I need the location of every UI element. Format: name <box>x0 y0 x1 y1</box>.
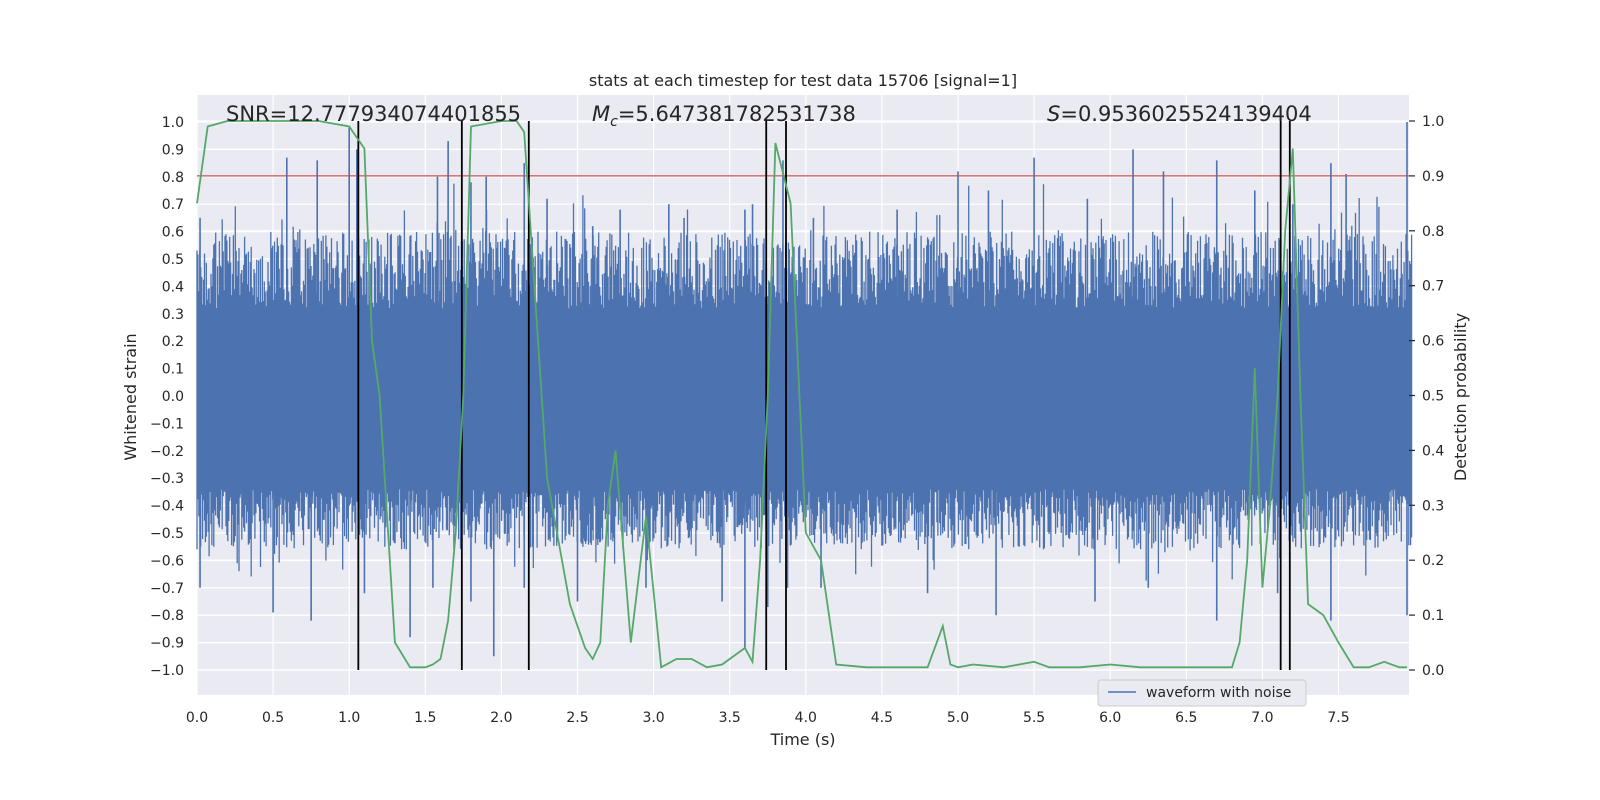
y-right-tick-label: 0.2 <box>1422 553 1444 569</box>
y-left-tick-label: −1.0 <box>150 663 184 679</box>
y-right-axis-ticks: 1.0 0.9 0.8 0.7 0.6 0.5 0.4 0.3 0.2 0.1 0.0 <box>1409 114 1444 679</box>
x-tick-label: 2.5 <box>566 710 588 726</box>
y-left-tick-label: 0.6 <box>162 225 184 241</box>
y-right-tick-label: 0.7 <box>1422 279 1444 295</box>
x-tick-label: 6.5 <box>1175 710 1197 726</box>
chirp-mass-subscript: c <box>610 114 618 130</box>
x-tick-label: 4.0 <box>795 710 817 726</box>
x-tick-label: 4.5 <box>871 710 893 726</box>
y-left-tick-label: 0.5 <box>162 252 184 268</box>
x-tick-label: 0.0 <box>186 710 208 726</box>
x-tick-label: 6.0 <box>1099 710 1121 726</box>
y-left-axis-ticks: 1.0 0.9 0.8 0.7 0.6 0.5 0.4 0.3 0.2 0.1 0.0 −0.1 −0.… <box>150 115 184 679</box>
x-tick-label: 7.5 <box>1327 710 1349 726</box>
y-left-tick-label: 1.0 <box>162 115 184 131</box>
chirp-mass-annotation: Mc=5.647381782531738 <box>592 102 856 130</box>
s-statistic-value: =0.9536025524139404 <box>1060 102 1311 126</box>
legend-label: waveform with noise <box>1146 685 1291 701</box>
x-tick-label: 3.5 <box>719 710 741 726</box>
y-left-tick-label: 0.0 <box>162 389 184 405</box>
s-statistic-symbol: S <box>1047 102 1060 126</box>
y-left-tick-label: 0.8 <box>162 170 184 186</box>
snr-annotation: SNR=12.777934074401855 <box>226 102 521 126</box>
probability-line <box>196 120 1407 669</box>
y-right-axis-label: Detection probability <box>1451 313 1470 481</box>
y-left-tick-label: 0.2 <box>162 334 184 350</box>
y-left-tick-label: 0.9 <box>162 142 184 158</box>
x-axis-label: Time (s) <box>769 730 835 749</box>
y-left-tick-label: −0.3 <box>150 471 184 487</box>
y-right-tick-label: 0.1 <box>1422 608 1444 624</box>
y-left-tick-label: 0.7 <box>162 197 184 213</box>
y-right-tick-label: 1.0 <box>1422 114 1444 130</box>
chirp-mass-symbol: M <box>592 102 610 126</box>
y-left-tick-label: 0.3 <box>162 307 184 323</box>
y-left-tick-label: −0.7 <box>150 581 184 597</box>
waveform-series <box>196 122 1413 657</box>
y-left-tick-label: 0.4 <box>162 279 184 295</box>
probability-series <box>196 120 1407 669</box>
chart-title: stats at each timestep for test data 157… <box>589 71 1017 90</box>
x-tick-label: 3.0 <box>642 710 664 726</box>
x-tick-label: 1.5 <box>414 710 436 726</box>
y-right-tick-label: 0.5 <box>1422 389 1444 405</box>
x-axis-ticks: 0.0 0.5 1.0 1.5 2.0 2.5 3.0 3.5 4.0 4.5 5.0 5.5 6.0 6… <box>186 710 1350 726</box>
x-tick-label: 5.0 <box>947 710 969 726</box>
y-left-axis-label: Whitened strain <box>121 333 140 460</box>
y-left-tick-label: −0.1 <box>150 416 184 432</box>
y-right-tick-label: 0.4 <box>1422 443 1444 459</box>
y-right-tick-label: 0.9 <box>1422 169 1444 185</box>
y-left-tick-label: −0.2 <box>150 444 184 460</box>
y-left-tick-label: −0.4 <box>150 499 184 515</box>
y-right-tick-label: 0.8 <box>1422 224 1444 240</box>
chirp-mass-value: =5.647381782531738 <box>618 102 856 126</box>
x-tick-label: 5.5 <box>1023 710 1045 726</box>
y-left-tick-label: −0.8 <box>150 608 184 624</box>
legend: waveform with noise <box>1097 679 1307 707</box>
y-right-tick-label: 0.3 <box>1422 498 1444 514</box>
x-tick-label: 7.0 <box>1251 710 1273 726</box>
s-statistic-annotation: S=0.9536025524139404 <box>1047 102 1312 126</box>
y-left-tick-label: −0.9 <box>150 636 184 652</box>
y-right-tick-label: 0.6 <box>1422 334 1444 350</box>
y-left-tick-label: −0.6 <box>150 553 184 569</box>
vertical-marker-lines <box>357 121 1291 670</box>
y-left-tick-label: 0.1 <box>162 362 184 378</box>
y-right-tick-label: 0.0 <box>1422 663 1444 679</box>
x-tick-label: 1.0 <box>338 710 360 726</box>
y-left-tick-label: −0.5 <box>150 526 184 542</box>
legend-box <box>1097 679 1307 707</box>
x-tick-label: 2.0 <box>490 710 512 726</box>
x-tick-label: 0.5 <box>262 710 284 726</box>
